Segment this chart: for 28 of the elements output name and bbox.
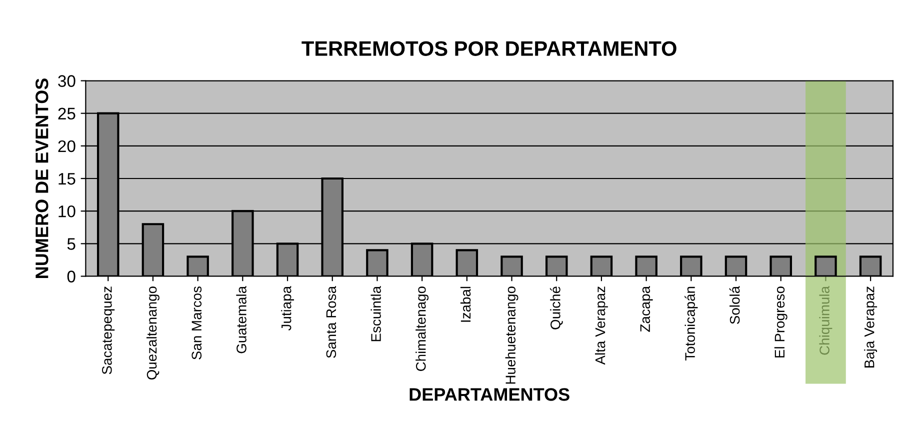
y-axis-title: NUMERO DE EVENTOS <box>36 78 48 278</box>
x-tick-label: Sololá <box>729 286 740 324</box>
x-tick-label: El Progreso <box>774 286 788 358</box>
x-tick-label: Santa Rosa <box>326 286 336 358</box>
x-tick-label: Escuintla <box>370 286 381 342</box>
x-tick-label: Guatemala <box>236 286 246 354</box>
x-tick-label: Huehuetenango <box>505 286 518 384</box>
x-tick-label: Chimaltenago <box>416 286 429 371</box>
x-tick-label: Alta Verapaz <box>594 286 608 365</box>
y-tick-label: 25 <box>58 108 76 120</box>
x-tick-label: Quiché <box>550 286 563 330</box>
y-tick-label: 10 <box>58 205 76 218</box>
x-tick-label: Quezaltenango <box>146 286 160 380</box>
y-tick-label: 0 <box>67 270 76 282</box>
y-tick-label: 5 <box>67 238 76 250</box>
x-axis-title: DEPARTAMENTOS <box>410 388 570 401</box>
chart-title: TERREMOTOS POR DEPARTAMENTO <box>302 41 676 56</box>
x-tick-label: Chiquimula <box>819 286 832 355</box>
x-tick-label: San Marcos <box>192 286 202 360</box>
x-tick-label: Zacapa <box>640 286 653 332</box>
x-tick-label: Izabal <box>460 286 471 322</box>
x-tick-label: Jutiapa <box>281 286 294 331</box>
y-tick-label: 30 <box>58 75 76 87</box>
y-tick-label: 15 <box>58 173 76 185</box>
y-tick-label: 20 <box>58 140 76 152</box>
x-tick-label: Baja Verapaz <box>864 286 878 368</box>
x-tick-label: Sacatepequez <box>102 286 115 374</box>
x-tick-label: Totonicapán <box>684 286 698 361</box>
